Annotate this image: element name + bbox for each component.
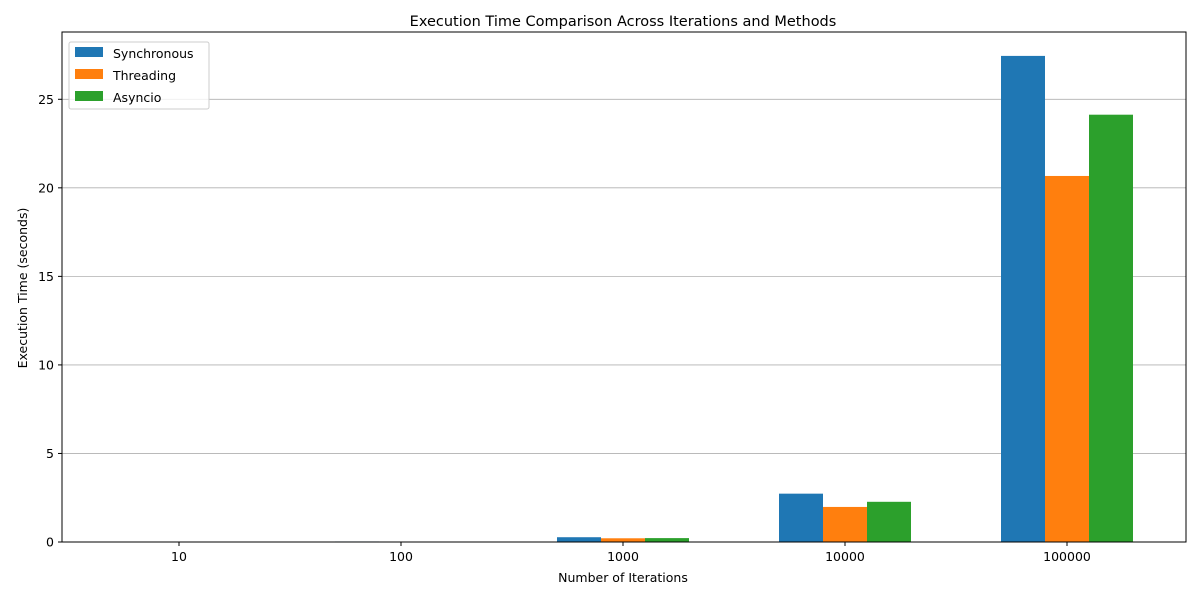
bars — [113, 55, 1133, 543]
legend-swatch-threading — [75, 69, 103, 79]
y-tick-label-0: 0 — [46, 535, 54, 550]
y-tick-label-10: 10 — [38, 357, 54, 372]
bar-synchronous-1000 — [557, 537, 601, 542]
x-tick-label-1000: 1000 — [607, 549, 639, 564]
y-tick-label-20: 20 — [38, 180, 54, 195]
y-axis-label: Execution Time (seconds) — [15, 208, 30, 369]
y-tick-label-15: 15 — [38, 269, 54, 284]
y-axis-ticks: 0 5 10 15 20 25 — [38, 92, 62, 550]
x-tick-label-10: 10 — [171, 549, 187, 564]
bar-synchronous-10000 — [779, 493, 823, 542]
x-tick-label-100: 100 — [389, 549, 413, 564]
legend-label-asyncio: Asyncio — [113, 90, 161, 105]
y-tick-label-25: 25 — [38, 92, 54, 107]
chart-title: Execution Time Comparison Across Iterati… — [410, 14, 837, 30]
plot-frame — [61, 31, 1187, 543]
bar-threading-1000 — [601, 538, 645, 542]
bar-asyncio-1000 — [645, 538, 689, 542]
legend-label-threading: Threading — [112, 68, 176, 83]
bar-synchronous-100000 — [1001, 55, 1045, 542]
bar-threading-100000 — [1045, 175, 1089, 542]
legend-label-synchronous: Synchronous — [113, 46, 194, 61]
legend-box — [68, 41, 210, 110]
legend-swatch-synchronous — [75, 47, 103, 57]
bar-asyncio-100000 — [1089, 114, 1133, 543]
x-axis-ticks: 10 100 1000 10000 100000 — [171, 542, 1091, 564]
x-tick-label-100000: 100000 — [1043, 549, 1091, 564]
bar-asyncio-10000 — [867, 501, 911, 542]
bar-threading-10000 — [823, 506, 867, 542]
legend-swatch-asyncio — [75, 91, 103, 101]
x-axis-label: Number of Iterations — [558, 570, 688, 585]
legend: Synchronous Threading Asyncio — [68, 41, 210, 110]
y-tick-label-5: 5 — [46, 446, 54, 461]
x-tick-label-10000: 10000 — [825, 549, 865, 564]
